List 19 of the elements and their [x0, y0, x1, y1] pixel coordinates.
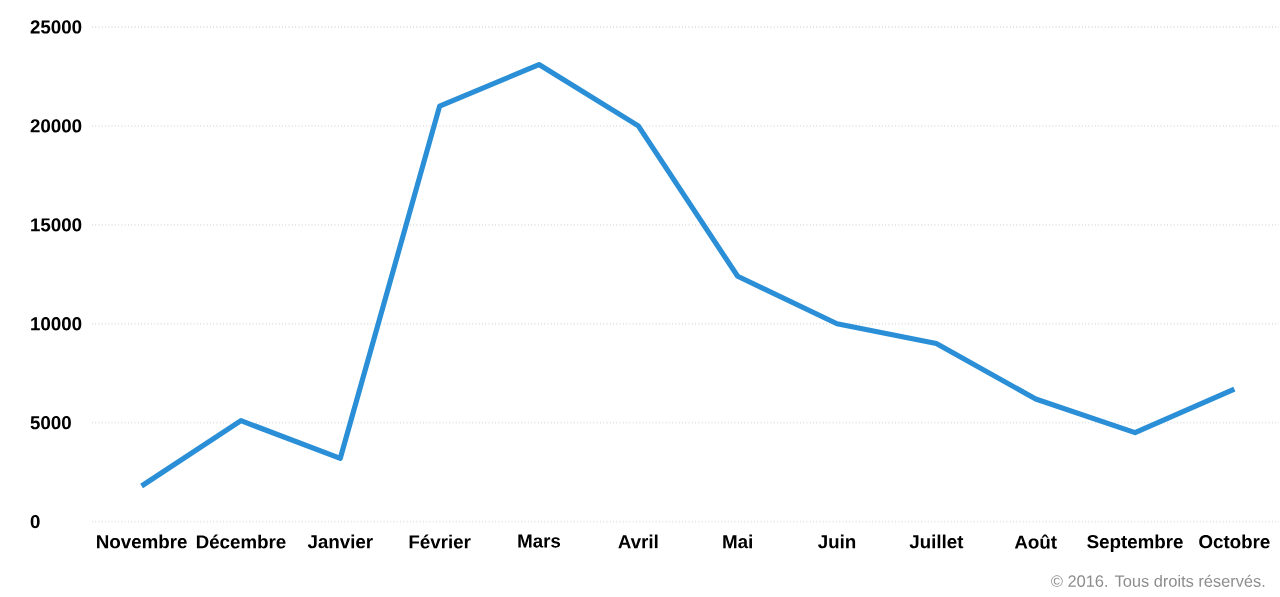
x-tick-label: Mars	[518, 534, 561, 548]
x-tick-label: Octobre	[1199, 534, 1270, 549]
x-tick-label: Mai	[723, 534, 752, 549]
x-tick-label: Décembre	[196, 534, 286, 549]
x-tick-label: Juin	[818, 534, 856, 549]
text: © 2016. Tous droits réservés.	[1051, 574, 1265, 588]
y-tick-label: 25000	[30, 20, 82, 34]
x-tick-label: Septembre	[1087, 534, 1183, 553]
y-tick-label: 0	[30, 515, 40, 529]
x-tick-label: Janvier	[307, 534, 373, 549]
x-tick-label: Juillet	[909, 534, 964, 549]
x-tick-label: Avril	[618, 534, 658, 549]
x-tick-label: Février	[409, 534, 471, 549]
y-tick-label: 20000	[30, 119, 82, 133]
y-tick-label: 15000	[31, 218, 82, 232]
y-tick-label: 5000	[30, 416, 71, 430]
y-tick-label: 10000	[31, 317, 82, 331]
x-tick-label: Août	[1014, 534, 1057, 549]
x-tick-label: Novembre	[97, 534, 187, 549]
